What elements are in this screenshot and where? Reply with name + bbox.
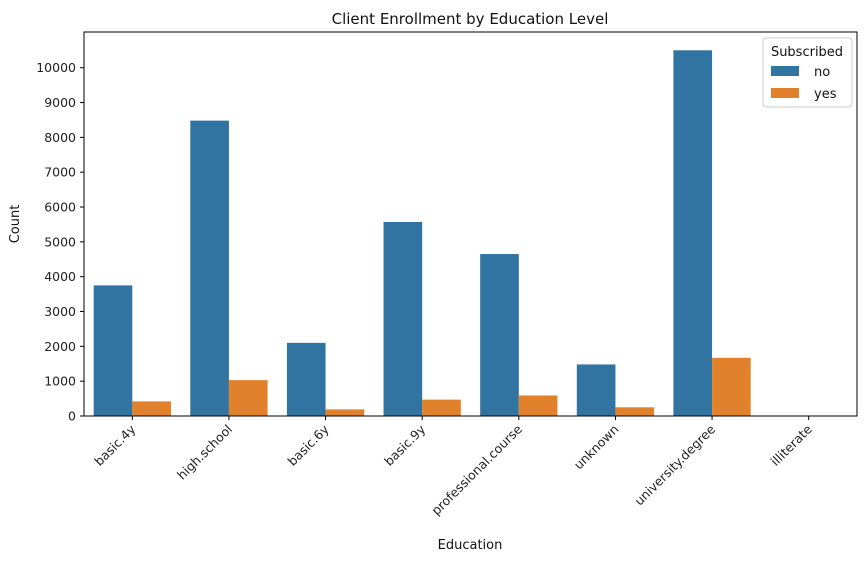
x-tick-label: illiterate xyxy=(768,421,816,469)
x-axis-label: Education xyxy=(438,538,503,553)
y-tick-label: 6000 xyxy=(44,200,76,215)
bar-no-university-degree xyxy=(673,50,713,416)
chart-title: Client Enrollment by Education Level xyxy=(332,10,609,28)
legend-title: Subscribed xyxy=(771,45,843,60)
plot-frame xyxy=(83,31,858,417)
x-tick-label: basic.6y xyxy=(284,421,332,469)
y-tick-label: 0 xyxy=(68,409,76,424)
x-axis: basic.4y high.school basic.6y basic.9y profe… xyxy=(91,416,815,518)
x-tick-label: unknown xyxy=(571,422,622,473)
legend-swatch-no xyxy=(771,66,799,76)
y-tick-label: 1000 xyxy=(44,374,76,389)
y-axis: 0 1000 2000 3000 4000 5000 6000 7000 8000 9000 100… xyxy=(36,60,84,424)
x-tick-label: university.degree xyxy=(631,421,718,508)
x-tick-label: professional.course xyxy=(428,421,525,518)
bar-yes-university-degree xyxy=(712,357,751,416)
x-tick-label: basic.9y xyxy=(381,421,429,469)
bar-no-basic-9y xyxy=(383,222,423,416)
legend: Subscribed no yes xyxy=(762,37,853,108)
bar-yes-high-school xyxy=(228,380,268,416)
legend-label-yes: yes xyxy=(814,87,837,102)
y-tick-label: 5000 xyxy=(44,234,76,249)
bar-yes-professional-course xyxy=(518,395,558,416)
y-tick-label: 10000 xyxy=(36,60,76,75)
y-tick-label: 2000 xyxy=(44,339,76,354)
y-tick-label: 9000 xyxy=(44,95,76,110)
bar-yes-basic-4y xyxy=(132,401,171,416)
bar-no-professional-course xyxy=(480,254,519,416)
bar-no-unknown xyxy=(576,364,616,416)
y-tick-label: 7000 xyxy=(44,165,76,180)
bar-yes-unknown xyxy=(615,407,655,416)
legend-label-no: no xyxy=(814,65,830,80)
bar-no-high-school xyxy=(190,120,229,416)
x-tick-label: high.school xyxy=(174,422,235,483)
bar-yes-basic-6y xyxy=(325,409,365,416)
y-tick-label: 8000 xyxy=(44,130,76,145)
x-tick-label: basic.4y xyxy=(91,421,139,469)
bar-no-basic-6y xyxy=(286,342,326,416)
y-tick-label: 4000 xyxy=(44,269,76,284)
legend-swatch-yes xyxy=(771,88,799,98)
bars-layer xyxy=(93,50,848,416)
y-axis-label: Count xyxy=(8,205,23,244)
bar-yes-basic-9y xyxy=(422,399,461,416)
bar-no-basic-4y xyxy=(93,285,133,416)
y-tick-label: 3000 xyxy=(44,304,76,319)
